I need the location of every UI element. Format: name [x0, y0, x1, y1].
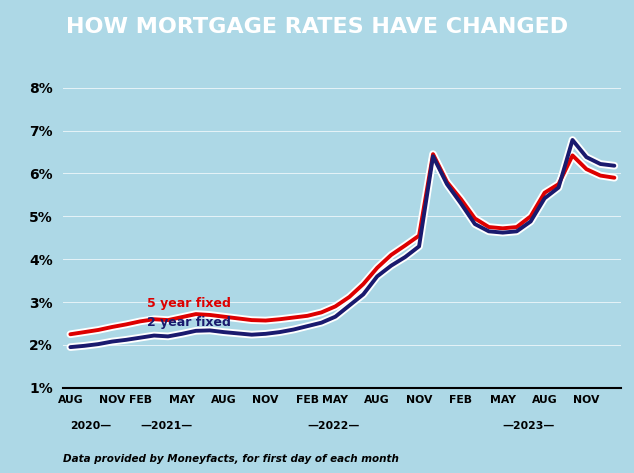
Text: 2020—: 2020—	[70, 421, 112, 431]
Text: 5 year fixed: 5 year fixed	[147, 297, 231, 310]
Text: 2 year fixed: 2 year fixed	[147, 316, 231, 329]
Text: —2021—: —2021—	[140, 421, 192, 431]
Text: —2022—: —2022—	[307, 421, 360, 431]
Text: Data provided by Moneyfacts, for first day of each month: Data provided by Moneyfacts, for first d…	[63, 454, 399, 464]
Text: —2023—: —2023—	[503, 421, 555, 431]
Text: HOW MORTGAGE RATES HAVE CHANGED: HOW MORTGAGE RATES HAVE CHANGED	[66, 17, 568, 37]
